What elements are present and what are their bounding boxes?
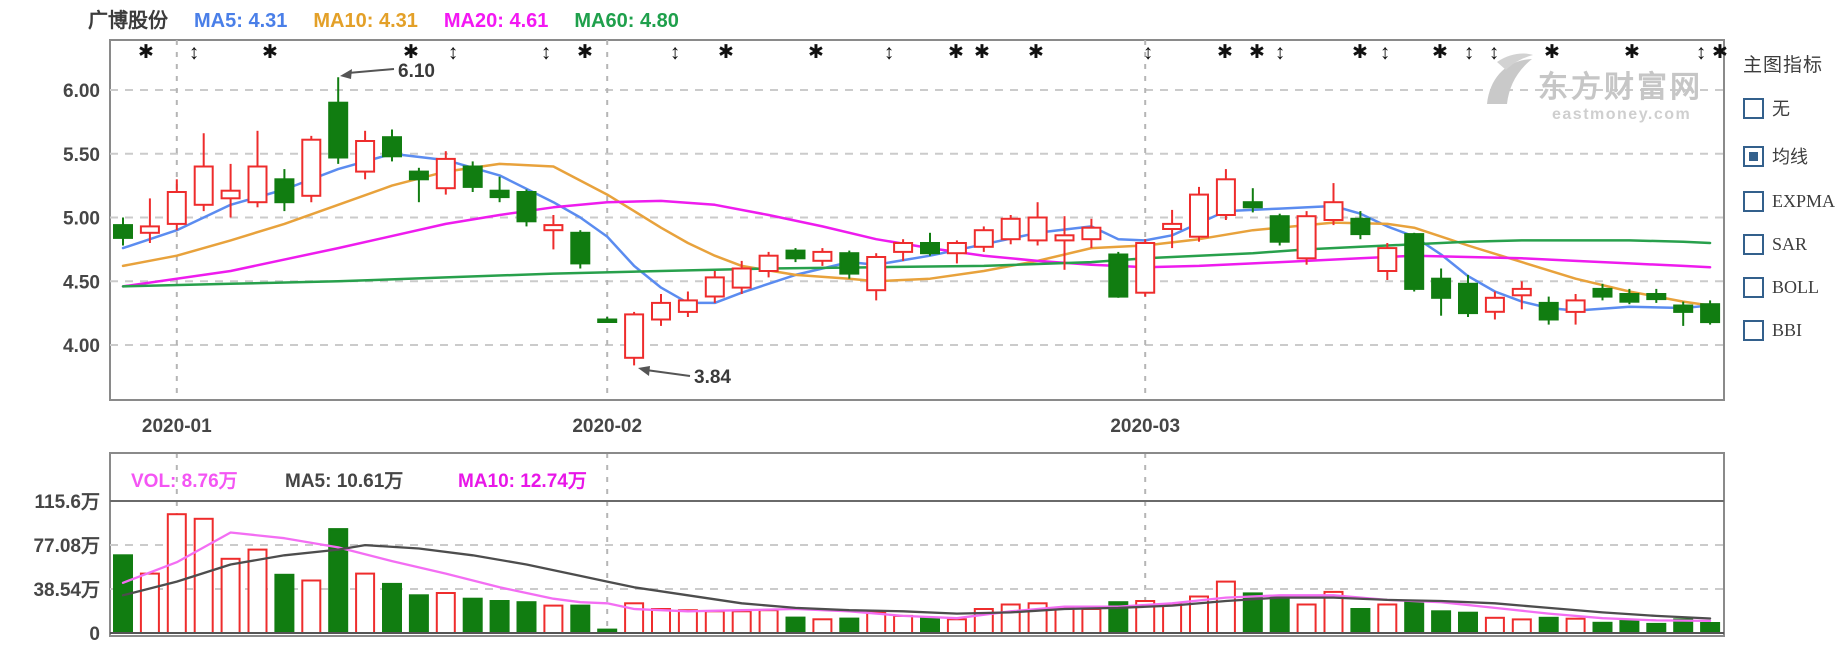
star-marker-icon: ✱ <box>1432 42 1448 63</box>
indicator-option-none[interactable]: 无 <box>1743 95 1835 121</box>
ma60-legend: MA60: 4.80 <box>574 10 679 32</box>
star-marker-icon: ✱ <box>1217 42 1233 63</box>
x-axis-label: 2020-01 <box>142 416 212 437</box>
up-down-arrow-marker-icon: ↕ <box>1464 41 1475 64</box>
star-marker-icon: ✱ <box>138 42 154 63</box>
volume-y-tick-label: 0 <box>89 624 100 645</box>
volume-ma-lines <box>121 531 1712 623</box>
star-marker-icon: ✱ <box>1028 42 1044 63</box>
ma20-legend: MA20: 4.61 <box>443 10 549 32</box>
low-value-label: 3.84 <box>694 367 731 388</box>
checkbox-icon[interactable] <box>1743 320 1764 341</box>
up-down-arrow-marker-icon: ↕ <box>884 41 895 64</box>
indicator-option-ma[interactable]: 均线 <box>1743 143 1835 169</box>
indicator-option-label: BOLL <box>1772 277 1819 297</box>
star-marker-icon: ✱ <box>948 42 964 63</box>
up-down-arrow-marker-icon: ↕ <box>541 41 552 64</box>
volume-bars <box>113 513 1721 635</box>
main-chart: 4.00 4.50 5.00 5.50 6.00 2020-01 2020-02 2020-0… <box>63 39 1728 633</box>
indicator-option-label: 均线 <box>1772 147 1808 167</box>
up-down-arrow-marker-icon: ↕ <box>1380 41 1391 64</box>
event-markers: ✱ ↕ ✱ ✱ ↕ ↕ ✱ ↕ ✱ ✱ ↕ ✱ ✱ ✱ ↕ ✱ ✱ ↕ ✱ ↕ ✱ ↕ ↕ ✱ ✱ ↕ ✱ <box>138 41 1728 64</box>
main-y-tick-label: 5.50 <box>63 145 100 166</box>
up-down-arrow-marker-icon: ↕ <box>1275 41 1286 64</box>
low-annotation: 3.84 <box>638 366 731 388</box>
up-down-arrow-marker-icon: ↕ <box>670 41 681 64</box>
indicator-option-label: SAR <box>1772 234 1808 254</box>
star-marker-icon: ✱ <box>403 42 419 63</box>
volume-y-tick-label: 115.6万 <box>35 492 101 513</box>
indicator-option-label: 无 <box>1772 99 1790 119</box>
star-marker-icon: ✱ <box>718 42 734 63</box>
candles <box>113 77 1721 366</box>
star-marker-icon: ✱ <box>1544 42 1560 63</box>
checkbox-icon[interactable] <box>1743 234 1764 255</box>
ma5-legend: MA5: 4.31 <box>194 10 288 32</box>
main-y-tick-label: 4.50 <box>63 272 100 293</box>
main-y-tick-label: 4.00 <box>63 336 100 357</box>
up-down-arrow-marker-icon: ↕ <box>1696 41 1707 64</box>
indicator-panel: 主图指标 无均线 EXPMA SAR BOLL BBI <box>1743 50 1835 363</box>
indicator-option-label: EXPMA <box>1772 191 1836 211</box>
watermark: 东方财富网 eastmoney.com <box>1487 53 1703 123</box>
stock-title: 广博股份 <box>88 10 168 32</box>
up-down-arrow-marker-icon: ↕ <box>448 41 459 64</box>
volume-y-tick-label: 77.08万 <box>33 536 100 557</box>
checkbox-icon[interactable] <box>1743 191 1764 212</box>
x-axis-label: 2020-02 <box>572 416 642 437</box>
watermark-domain: eastmoney.com <box>1552 106 1691 123</box>
checkbox-icon[interactable] <box>1743 277 1764 298</box>
volume-chart: 115.6万 77.08万 38.54万 0 VOL: 8.76万 MA5: 10.61万… <box>33 452 1725 645</box>
star-marker-icon: ✱ <box>1624 42 1640 63</box>
indicator-options: 无均线 EXPMA SAR BOLL BBI <box>1743 95 1835 341</box>
indicator-option-boll[interactable]: BOLL <box>1743 277 1835 298</box>
ma10-legend: MA10: 4.31 <box>313 10 418 32</box>
star-marker-icon: ✱ <box>974 42 990 63</box>
star-marker-icon: ✱ <box>1712 42 1728 63</box>
star-marker-icon: ✱ <box>262 42 278 63</box>
volume-header-label: MA5: 10.61万 <box>285 471 403 492</box>
watermark-site-name: 东方财富网 <box>1538 70 1703 104</box>
star-marker-icon: ✱ <box>808 42 824 63</box>
main-y-tick-label: 5.00 <box>63 209 100 230</box>
indicator-panel-title: 主图指标 <box>1743 55 1824 76</box>
volume-header-label: VOL: 8.76万 <box>131 471 238 492</box>
star-marker-icon: ✱ <box>1352 42 1368 63</box>
checkbox-icon[interactable] <box>1743 97 1764 119</box>
high-annotation: 6.10 <box>340 61 435 82</box>
volume-header: VOL: 8.76万 MA5: 10.61万 MA10: 12.74万 <box>131 471 587 492</box>
volume-y-tick-label: 38.54万 <box>33 580 100 601</box>
high-value-label: 6.10 <box>398 61 435 82</box>
up-down-arrow-marker-icon: ↕ <box>1143 41 1154 64</box>
x-axis-label: 2020-03 <box>1110 416 1180 437</box>
volume-header-label: MA10: 12.74万 <box>458 471 587 492</box>
chart-header: 广博股份 MA5: 4.31 MA10: 4.31 MA20: 4.61 MA6… <box>88 4 679 33</box>
main-y-tick-label: 6.00 <box>63 81 100 102</box>
star-marker-icon: ✱ <box>577 42 593 63</box>
up-down-arrow-marker-icon: ↕ <box>189 41 200 64</box>
indicator-option-expma[interactable]: EXPMA <box>1743 191 1835 212</box>
indicator-option-label: BBI <box>1772 320 1803 340</box>
up-down-arrow-marker-icon: ↕ <box>1489 41 1500 64</box>
star-marker-icon: ✱ <box>1249 42 1265 63</box>
checkbox-checked-icon[interactable] <box>1743 145 1764 167</box>
indicator-option-bbi[interactable]: BBI <box>1743 320 1835 341</box>
indicator-option-sar[interactable]: SAR <box>1743 234 1835 255</box>
